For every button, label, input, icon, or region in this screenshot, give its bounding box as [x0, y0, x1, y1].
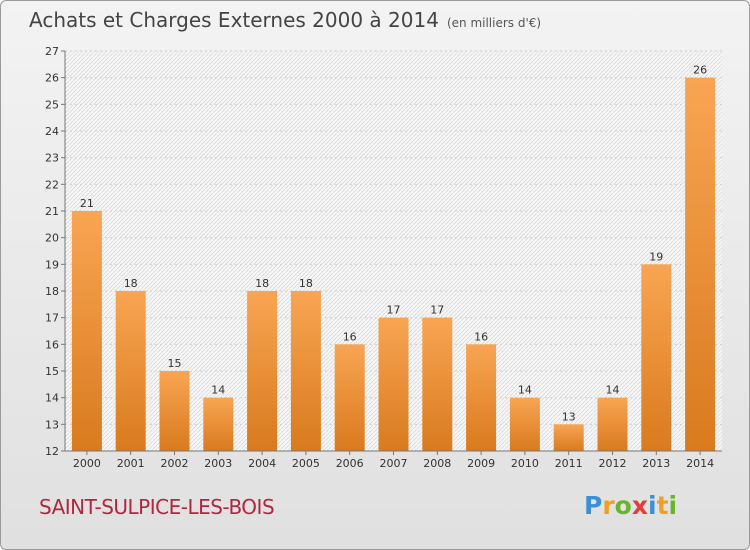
bar: [597, 397, 628, 451]
x-tick-label: 2004: [248, 457, 276, 470]
bar-value-label: 14: [518, 384, 532, 397]
y-tick-label: 14: [45, 392, 59, 405]
y-tick-label: 24: [45, 125, 59, 138]
y-tick-label: 26: [45, 72, 59, 85]
x-tick-label: 2011: [555, 457, 583, 470]
bar: [553, 424, 584, 451]
bar-value-label: 18: [124, 277, 138, 290]
bar-value-label: 18: [299, 277, 313, 290]
y-tick-label: 22: [45, 178, 59, 191]
bar-value-label: 19: [649, 250, 663, 263]
y-tick-label: 18: [45, 285, 59, 298]
y-tick-label: 20: [45, 232, 59, 245]
logo-letter: i: [668, 491, 678, 520]
bar: [466, 344, 497, 451]
logo-letter: i: [648, 491, 657, 520]
x-tick-label: 2008: [423, 457, 451, 470]
logo-letter: x: [631, 491, 648, 520]
y-tick-label: 16: [45, 338, 59, 351]
x-tick-label: 2003: [204, 457, 232, 470]
x-tick-label: 2012: [599, 457, 627, 470]
bar-value-label: 14: [211, 384, 225, 397]
x-tick-label: 2005: [292, 457, 320, 470]
x-tick-label: 2009: [467, 457, 495, 470]
y-tick-label: 12: [45, 445, 59, 458]
chart-title: Achats et Charges Externes 2000 à 2014 (e…: [29, 8, 541, 32]
logo-letter: r: [602, 491, 615, 520]
y-tick-label: 17: [45, 312, 59, 325]
bar-value-label: 17: [430, 304, 444, 317]
x-tick-label: 2014: [686, 457, 714, 470]
bar-value-label: 26: [693, 64, 707, 77]
y-tick-label: 19: [45, 258, 59, 271]
bar: [159, 371, 190, 451]
bar: [641, 264, 672, 451]
x-tick-label: 2007: [380, 457, 408, 470]
bar-value-label: 16: [343, 330, 357, 343]
y-tick-label: 13: [45, 418, 59, 431]
x-tick-label: 2002: [161, 457, 189, 470]
bar: [71, 211, 102, 451]
y-tick-label: 27: [45, 45, 59, 58]
bar: [203, 397, 234, 451]
bar-value-label: 18: [255, 277, 269, 290]
y-tick-label: 25: [45, 98, 59, 111]
chart-subtitle: (en milliers d'€): [446, 16, 542, 30]
x-tick-label: 2006: [336, 457, 364, 470]
proxiti-logo: Proxiti: [584, 491, 677, 520]
y-tick-label: 21: [45, 205, 59, 218]
x-tick-label: 2013: [642, 457, 670, 470]
logo-letter: o: [614, 491, 632, 520]
x-tick-label: 2010: [511, 457, 539, 470]
bar: [422, 317, 453, 451]
logo-letter: t: [656, 491, 669, 520]
chart-title-text: Achats et Charges Externes 2000 à 2014: [29, 8, 439, 32]
bar-value-label: 17: [387, 304, 401, 317]
bar-value-label: 21: [80, 197, 94, 210]
bar: [685, 77, 716, 452]
logo-letter: P: [584, 491, 603, 520]
x-tick-label: 2001: [117, 457, 145, 470]
bar: [290, 291, 321, 451]
bar: [509, 397, 540, 451]
commune-name: SAINT-SULPICE-LES-BOIS: [39, 495, 275, 519]
bar: [247, 291, 278, 451]
bar: [115, 291, 146, 451]
y-tick-label: 23: [45, 152, 59, 165]
bar-value-label: 16: [474, 330, 488, 343]
bar: [334, 344, 365, 451]
bar: [378, 317, 409, 451]
x-tick-label: 2000: [73, 457, 101, 470]
y-tick-label: 15: [45, 365, 59, 378]
bar-value-label: 14: [606, 384, 620, 397]
bar-value-label: 13: [562, 410, 576, 423]
bar-value-label: 15: [168, 357, 182, 370]
